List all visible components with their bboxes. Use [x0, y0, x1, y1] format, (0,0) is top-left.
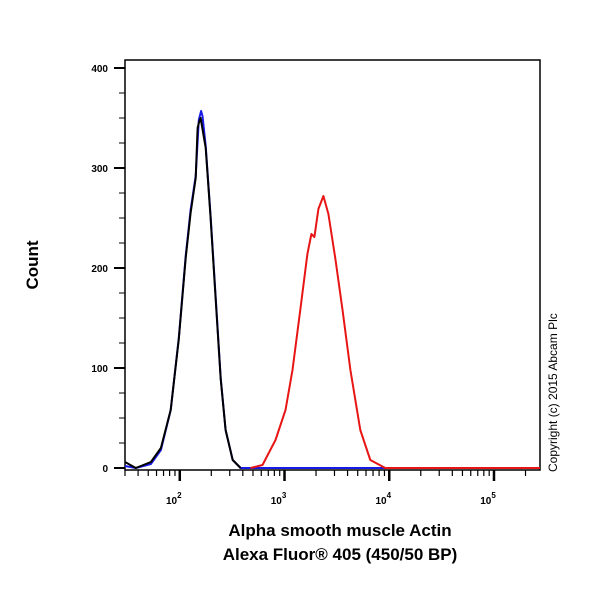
x-tick-label: 105 [480, 491, 496, 507]
y-tick-label: 200 [91, 264, 108, 275]
axis-layer: 0 100 200 300 400 102 103 104 105 [91, 64, 527, 507]
y-tick-label: 100 [91, 364, 108, 375]
histogram-series-2 [250, 195, 540, 469]
y-tick-label: 300 [91, 164, 108, 175]
y-tick-label: 400 [91, 64, 108, 75]
plot-frame [124, 59, 541, 471]
histogram-series-0 [124, 110, 540, 469]
y-tick-label: 0 [102, 464, 108, 475]
copyright-notice: Copyright (c) 2015 Abcam Plc [546, 313, 560, 472]
x-tick-exponent: 3 [282, 491, 287, 500]
y-axis-label: Count [23, 240, 42, 289]
x-axis-label-line2: Alexa Fluor® 405 (450/50 BP) [223, 545, 458, 564]
x-tick-label: 103 [271, 491, 287, 507]
x-tick-exponent: 5 [491, 491, 496, 500]
x-axis-label-line1: Alpha smooth muscle Actin [228, 521, 451, 540]
series-layer [124, 110, 540, 469]
x-tick-exponent: 2 [177, 491, 182, 500]
histogram-series-1 [124, 117, 242, 469]
x-tick-exponent: 4 [387, 491, 392, 500]
x-tick-label: 102 [166, 491, 182, 507]
x-tick-label: 104 [375, 491, 391, 507]
